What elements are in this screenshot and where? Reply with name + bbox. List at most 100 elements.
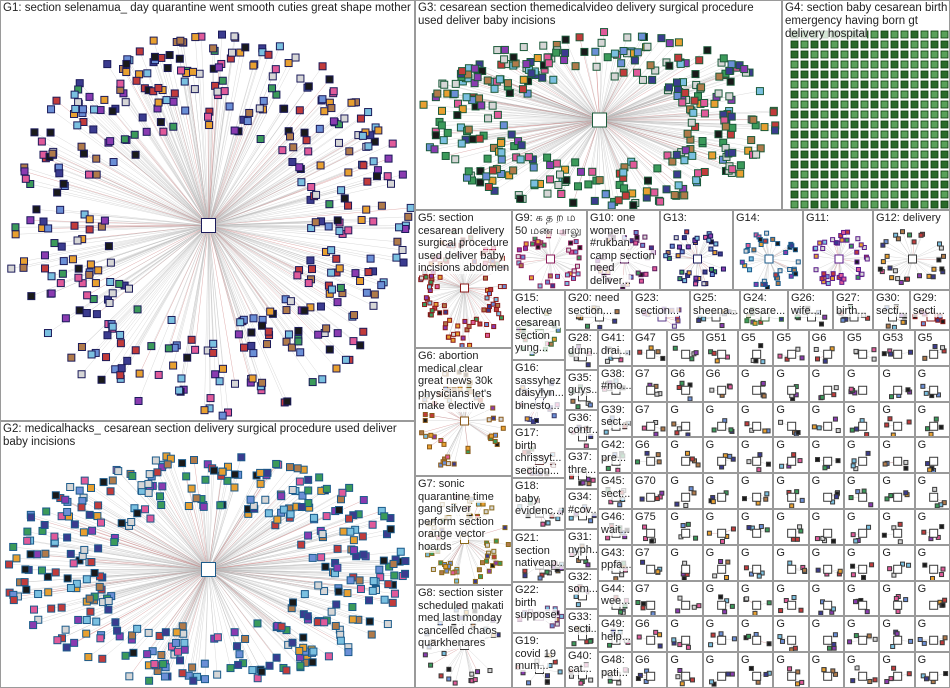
edge [162,464,209,570]
node [926,273,932,279]
node [488,433,494,439]
group-panel: G24: cesare... [740,290,788,330]
edge [501,119,600,175]
node [457,139,466,148]
node [446,676,452,682]
node [864,256,870,262]
node [697,83,706,92]
node [505,88,514,97]
group-nodes [814,457,841,471]
group-label-text: G6 [811,332,827,344]
node [813,245,819,251]
node [830,140,839,149]
edge [151,225,209,347]
node [39,217,48,226]
group-nodes [646,382,663,397]
group-label-text: G [705,403,715,416]
node [85,510,94,519]
edge [464,287,494,327]
node [515,254,521,260]
group-panel: G48: pati... [598,652,632,688]
node [135,70,144,79]
node [830,100,839,109]
node [516,155,525,164]
node [259,96,268,105]
edge [208,569,341,641]
edge [599,119,693,157]
node [653,431,659,437]
group-panel: G9: க த ற ம 50 மண பாலு [512,210,587,290]
node [930,200,939,209]
node [294,326,303,335]
edge [208,135,363,226]
node [727,112,736,121]
edge [208,131,289,226]
edge [208,569,301,666]
node [692,176,701,185]
edge [208,80,223,226]
node [899,229,905,235]
hub-node [681,421,691,431]
node [656,197,665,206]
edge [599,112,774,121]
edge [208,225,288,402]
group-label-text: G [705,546,715,559]
edge [25,178,209,226]
node [642,187,651,196]
node [246,495,255,504]
node [177,66,186,75]
hub-node [693,254,702,264]
group-label-text: G [776,403,785,416]
node [497,148,506,157]
node [423,295,429,301]
node [22,585,31,594]
edge [70,569,209,589]
node [544,673,550,679]
node [849,427,855,433]
node [810,60,819,69]
node [41,264,50,273]
node [544,59,553,68]
edge [208,111,369,226]
node [90,568,99,577]
node [268,84,277,93]
edge [599,99,732,121]
node [756,144,765,153]
node [123,356,132,365]
group-panel: G5 [773,330,809,366]
node [920,30,929,39]
node [334,138,343,147]
group-panel: G7 [632,401,668,438]
node [855,236,861,242]
node [427,444,433,450]
node [671,421,677,427]
edge [208,225,369,273]
node [860,190,869,199]
node [438,673,444,679]
node [245,108,254,117]
node [820,90,829,99]
node [52,96,61,105]
node [688,486,694,492]
edge [912,256,944,260]
edge [599,58,724,121]
node [752,320,758,326]
node [37,137,46,146]
node [490,84,499,93]
group-label-text: G [741,511,750,523]
node [135,47,144,56]
node [559,613,564,619]
node [172,628,181,637]
edge [66,569,209,648]
edge [456,539,465,573]
node [369,157,378,166]
node [282,337,291,346]
edge [464,539,494,552]
edge [203,506,209,570]
edge [427,287,465,300]
node [820,50,829,59]
node [108,476,117,485]
node [708,387,714,393]
node [590,478,596,484]
node [180,638,189,647]
